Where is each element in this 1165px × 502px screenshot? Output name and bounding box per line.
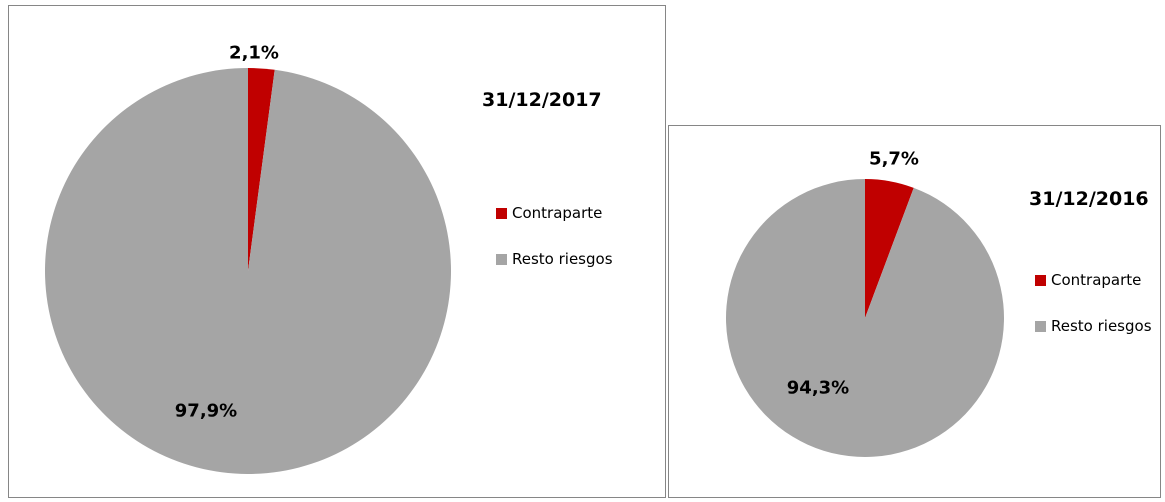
- pie-chart: [44, 68, 451, 474]
- data-label: 97,9%: [174, 400, 238, 422]
- legend-swatch: [1035, 321, 1046, 332]
- legend: Contraparte Resto riesgos: [496, 204, 656, 296]
- pie-slice: [726, 179, 1004, 457]
- legend-swatch: [1035, 275, 1046, 286]
- pie-slice: [44, 68, 451, 474]
- pie-slice: [248, 68, 275, 271]
- legend-label: Contraparte: [512, 204, 603, 222]
- data-label: 2,1%: [229, 42, 279, 64]
- pie-slice: [865, 179, 914, 318]
- legend: Contraparte Resto riesgos: [1035, 271, 1155, 363]
- chart-panel: 2,1% 97,9% 31/12/2017 Contraparte Resto ries…: [8, 5, 666, 498]
- legend-swatch: [496, 208, 507, 219]
- legend-label: Resto riesgos: [512, 250, 613, 268]
- legend-entry: Resto riesgos: [496, 250, 656, 268]
- legend-entry: Resto riesgos: [1035, 317, 1155, 335]
- data-label: 94,3%: [786, 377, 850, 399]
- legend-entry: Contraparte: [1035, 271, 1155, 289]
- chart-title: 31/12/2017: [482, 89, 602, 111]
- pie-chart: [726, 179, 1004, 457]
- chart-title: 31/12/2016: [1029, 188, 1149, 210]
- legend-label: Resto riesgos: [1051, 317, 1152, 335]
- legend-entry: Contraparte: [496, 204, 656, 222]
- legend-swatch: [496, 254, 507, 265]
- data-label: 5,7%: [869, 148, 919, 170]
- legend-label: Contraparte: [1051, 271, 1142, 289]
- chart-panel: 5,7% 94,3% 31/12/2016 Contraparte Resto ries…: [668, 125, 1161, 498]
